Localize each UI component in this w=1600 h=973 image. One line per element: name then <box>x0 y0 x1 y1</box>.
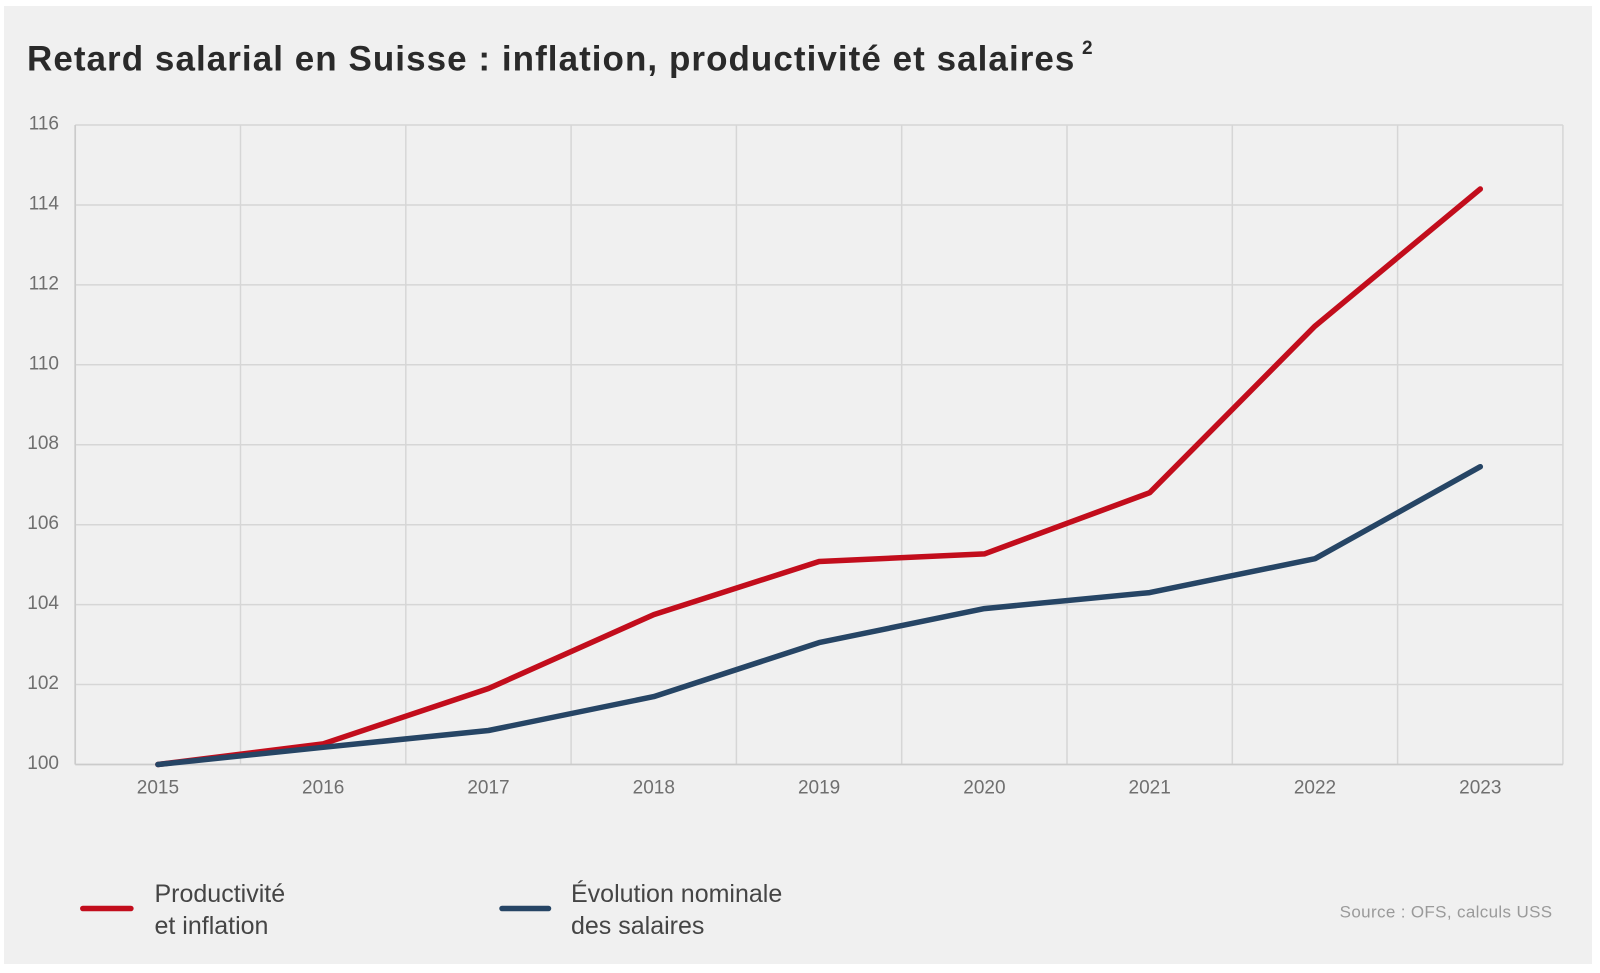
svg-text:112: 112 <box>29 273 59 294</box>
svg-text:2015: 2015 <box>137 778 179 799</box>
svg-text:2018: 2018 <box>633 778 675 799</box>
svg-text:106: 106 <box>27 513 59 534</box>
svg-text:110: 110 <box>29 353 59 374</box>
svg-text:2020: 2020 <box>963 778 1005 799</box>
svg-text:2016: 2016 <box>302 778 344 799</box>
svg-text:2017: 2017 <box>467 778 509 799</box>
svg-text:2022: 2022 <box>1294 778 1336 799</box>
svg-text:2019: 2019 <box>798 778 840 799</box>
svg-text:116: 116 <box>29 114 59 135</box>
svg-text:2021: 2021 <box>1129 778 1171 799</box>
svg-text:des salaires: des salaires <box>571 912 704 940</box>
svg-text:Source : OFS, calculs USS: Source : OFS, calculs USS <box>1340 903 1553 922</box>
svg-text:114: 114 <box>29 193 60 214</box>
svg-text:2: 2 <box>1082 38 1093 59</box>
svg-text:2023: 2023 <box>1459 778 1501 799</box>
svg-text:Retard salarial en Suisse : in: Retard salarial en Suisse : inflation, p… <box>27 40 1075 79</box>
svg-text:et inflation: et inflation <box>155 912 269 940</box>
svg-text:102: 102 <box>27 673 59 694</box>
svg-text:Évolution nominale: Évolution nominale <box>571 879 782 908</box>
svg-text:Productivité: Productivité <box>155 880 286 908</box>
svg-text:104: 104 <box>27 593 59 614</box>
svg-text:100: 100 <box>27 753 59 774</box>
svg-text:108: 108 <box>27 433 59 454</box>
